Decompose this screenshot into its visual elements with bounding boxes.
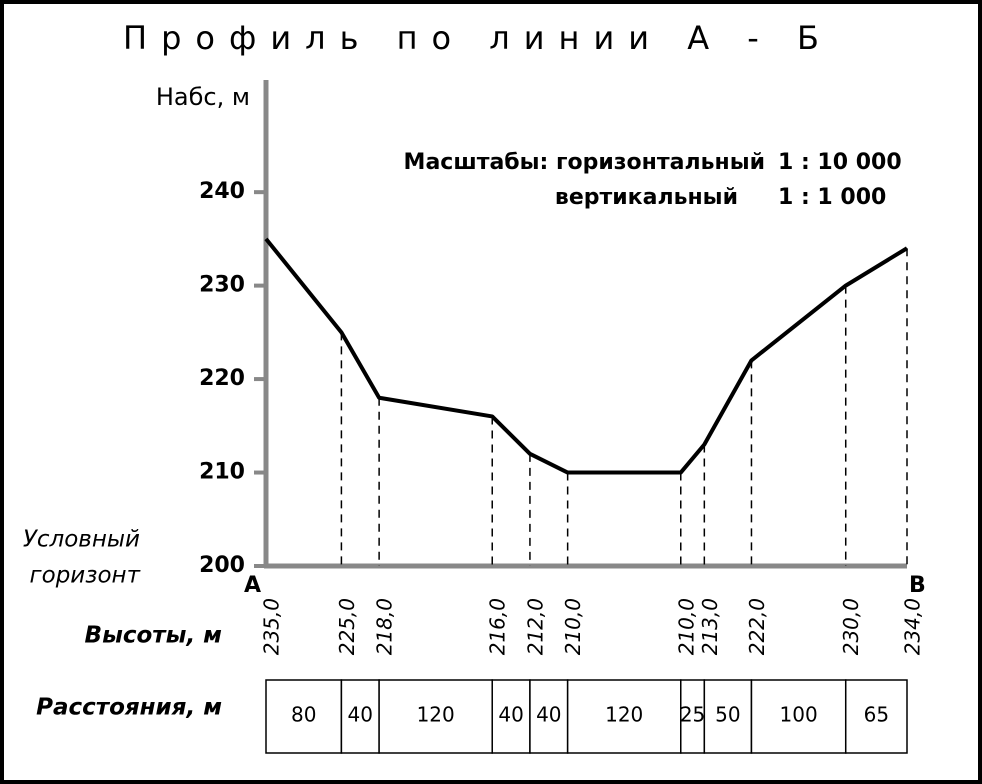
scale-text: 1 : 10 000 xyxy=(778,150,902,175)
distance-cell xyxy=(491,679,531,754)
distance-label: 25 xyxy=(680,703,705,727)
height-label: 222,0 xyxy=(745,598,769,655)
height-label: 235,0 xyxy=(260,598,284,655)
datum-label: Условный xyxy=(23,527,140,553)
distance-label: 50 xyxy=(715,703,740,727)
distances-label: Расстояния, м xyxy=(36,695,222,721)
scale-text: 1 : 1 000 xyxy=(778,185,886,210)
distance-label: 100 xyxy=(780,703,818,727)
distance-cell xyxy=(566,679,682,754)
y-tick-label: 240 xyxy=(199,179,245,204)
distance-cell xyxy=(529,679,569,754)
height-label: 234,0 xyxy=(901,598,925,655)
distance-cell xyxy=(703,679,753,754)
distance-label: 120 xyxy=(417,703,455,727)
distance-label: 65 xyxy=(864,703,889,727)
distance-label: 40 xyxy=(498,703,523,727)
distance-cell xyxy=(378,679,493,754)
datum-label: горизонт xyxy=(30,563,141,589)
start-label: А xyxy=(244,573,261,598)
scale-text: вертикальный xyxy=(555,185,738,210)
height-label: 210,0 xyxy=(561,598,585,655)
height-label: 210,0 xyxy=(674,598,698,655)
height-label: 216,0 xyxy=(486,598,510,655)
distance-cell xyxy=(844,679,908,754)
y-tick-label: 220 xyxy=(199,366,245,391)
height-label: 218,0 xyxy=(373,598,397,655)
height-label: 213,0 xyxy=(698,598,722,655)
height-label: 212,0 xyxy=(523,598,547,655)
y-axis-label: Набс, м xyxy=(156,83,250,111)
profile-line xyxy=(264,237,909,475)
y-tick-label: 200 xyxy=(199,553,245,578)
scale-text: Масштабы: горизонтальный xyxy=(404,150,765,175)
distance-label: 120 xyxy=(605,703,643,727)
chart-title: Профиль по линии А - Б xyxy=(123,19,833,57)
height-label: 230,0 xyxy=(839,598,863,655)
height-label: 225,0 xyxy=(335,598,359,655)
end-label: В xyxy=(909,573,926,598)
distance-label: 80 xyxy=(291,703,316,727)
y-tick-label: 210 xyxy=(199,460,245,485)
distance-cell xyxy=(265,679,343,754)
y-tick-label: 230 xyxy=(199,273,245,298)
heights-label: Высоты, м xyxy=(85,623,223,649)
distance-label: 40 xyxy=(536,703,561,727)
distance-label: 40 xyxy=(348,703,373,727)
